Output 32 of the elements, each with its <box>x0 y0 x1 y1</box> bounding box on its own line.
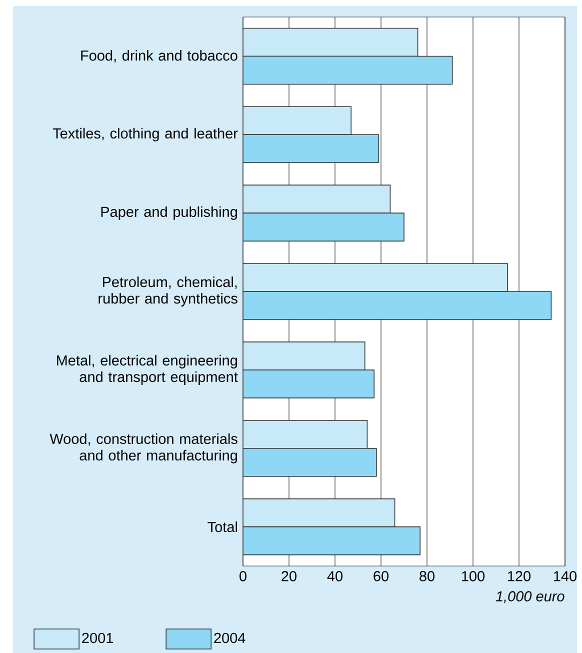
x-tick-label: 40 <box>327 571 343 582</box>
x-tick-label: 60 <box>374 571 389 582</box>
y-tick-label: Petroleum, chemical, rubber and synthetics <box>98 276 238 307</box>
bar <box>243 184 391 214</box>
legend-label: 2001 <box>82 632 114 644</box>
bar <box>243 56 453 85</box>
bar <box>243 28 418 57</box>
bar <box>243 263 508 292</box>
y-tick-label: Paper and publishing <box>101 206 238 220</box>
bar <box>243 370 375 398</box>
legend-label: 2004 <box>214 632 246 644</box>
bar <box>243 498 396 528</box>
x-tick-label: 80 <box>420 571 435 582</box>
x-axis-title: 1,000 euro <box>496 591 564 604</box>
bar <box>243 212 404 242</box>
x-tick-label: 140 <box>554 571 577 582</box>
y-tick-label: Metal, electrical engineering and transport equipment <box>57 354 238 385</box>
x-tick-label: 100 <box>462 571 485 582</box>
x-tick-label: 0 <box>240 571 246 582</box>
x-tick-label: 20 <box>282 571 297 582</box>
bar <box>243 420 368 449</box>
bar <box>243 526 421 556</box>
bar <box>243 448 377 477</box>
x-tick-label: 120 <box>508 571 531 582</box>
bar <box>243 291 552 320</box>
bar <box>243 342 366 370</box>
y-tick-label: Total <box>208 521 238 532</box>
y-tick-label: Wood, construction materials and other manufacturing <box>50 433 238 464</box>
bar <box>243 106 352 136</box>
bar <box>243 134 380 164</box>
y-tick-label: Food, drink and tobacco <box>81 50 238 62</box>
y-tick-label: Textiles, clothing and leather <box>52 128 238 142</box>
